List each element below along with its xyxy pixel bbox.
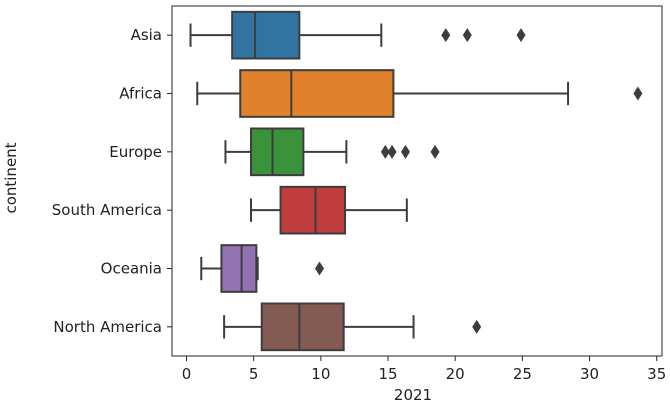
y-axis: Asia Africa Europe South America Oceania Nort… [52,26,172,336]
y-axis-label: continent [2,142,20,213]
boxes-layer [189,10,643,352]
y-tick-label: Africa [119,85,162,103]
x-tick-label: 30 [580,365,599,383]
outlier-point [400,144,410,159]
x-axis-label: 2021 [394,386,432,404]
box-africa [196,69,643,118]
x-tick-label: 25 [513,365,532,383]
outlier-point [387,144,397,159]
y-tick-label: Europe [109,143,162,161]
iqr-box [231,10,301,60]
box-north-america [223,302,482,352]
x-axis: 0 5 10 15 20 25 30 35 [182,356,666,383]
outlier-point [430,144,440,159]
x-tick-label: 0 [182,365,192,383]
iqr-box [249,127,305,177]
y-tick-label: Oceania [101,260,162,278]
outlier-point [380,144,390,159]
box-europe [224,127,440,177]
outlier-point [633,86,643,101]
outlier-point [472,319,482,334]
x-tick-label: 20 [446,365,465,383]
x-tick-label: 10 [311,365,330,383]
outlier-point [516,28,526,43]
iqr-box [239,69,395,118]
outlier-point [315,261,325,276]
plot-frame [171,5,663,357]
y-tick-label: North America [53,318,162,336]
box-asia [189,10,526,60]
x-tick-label: 35 [647,365,666,383]
outlier-point [441,28,451,43]
x-tick-label: 5 [249,365,259,383]
plot-area [171,5,663,357]
y-tick-label: Asia [131,26,162,44]
outlier-point [462,28,472,43]
iqr-box [220,244,258,293]
box-south-america [249,185,408,235]
iqr-box [260,302,345,352]
iqr-box [279,185,347,235]
box-oceania [200,244,325,293]
x-tick-label: 15 [378,365,397,383]
y-tick-label: South America [52,201,162,219]
